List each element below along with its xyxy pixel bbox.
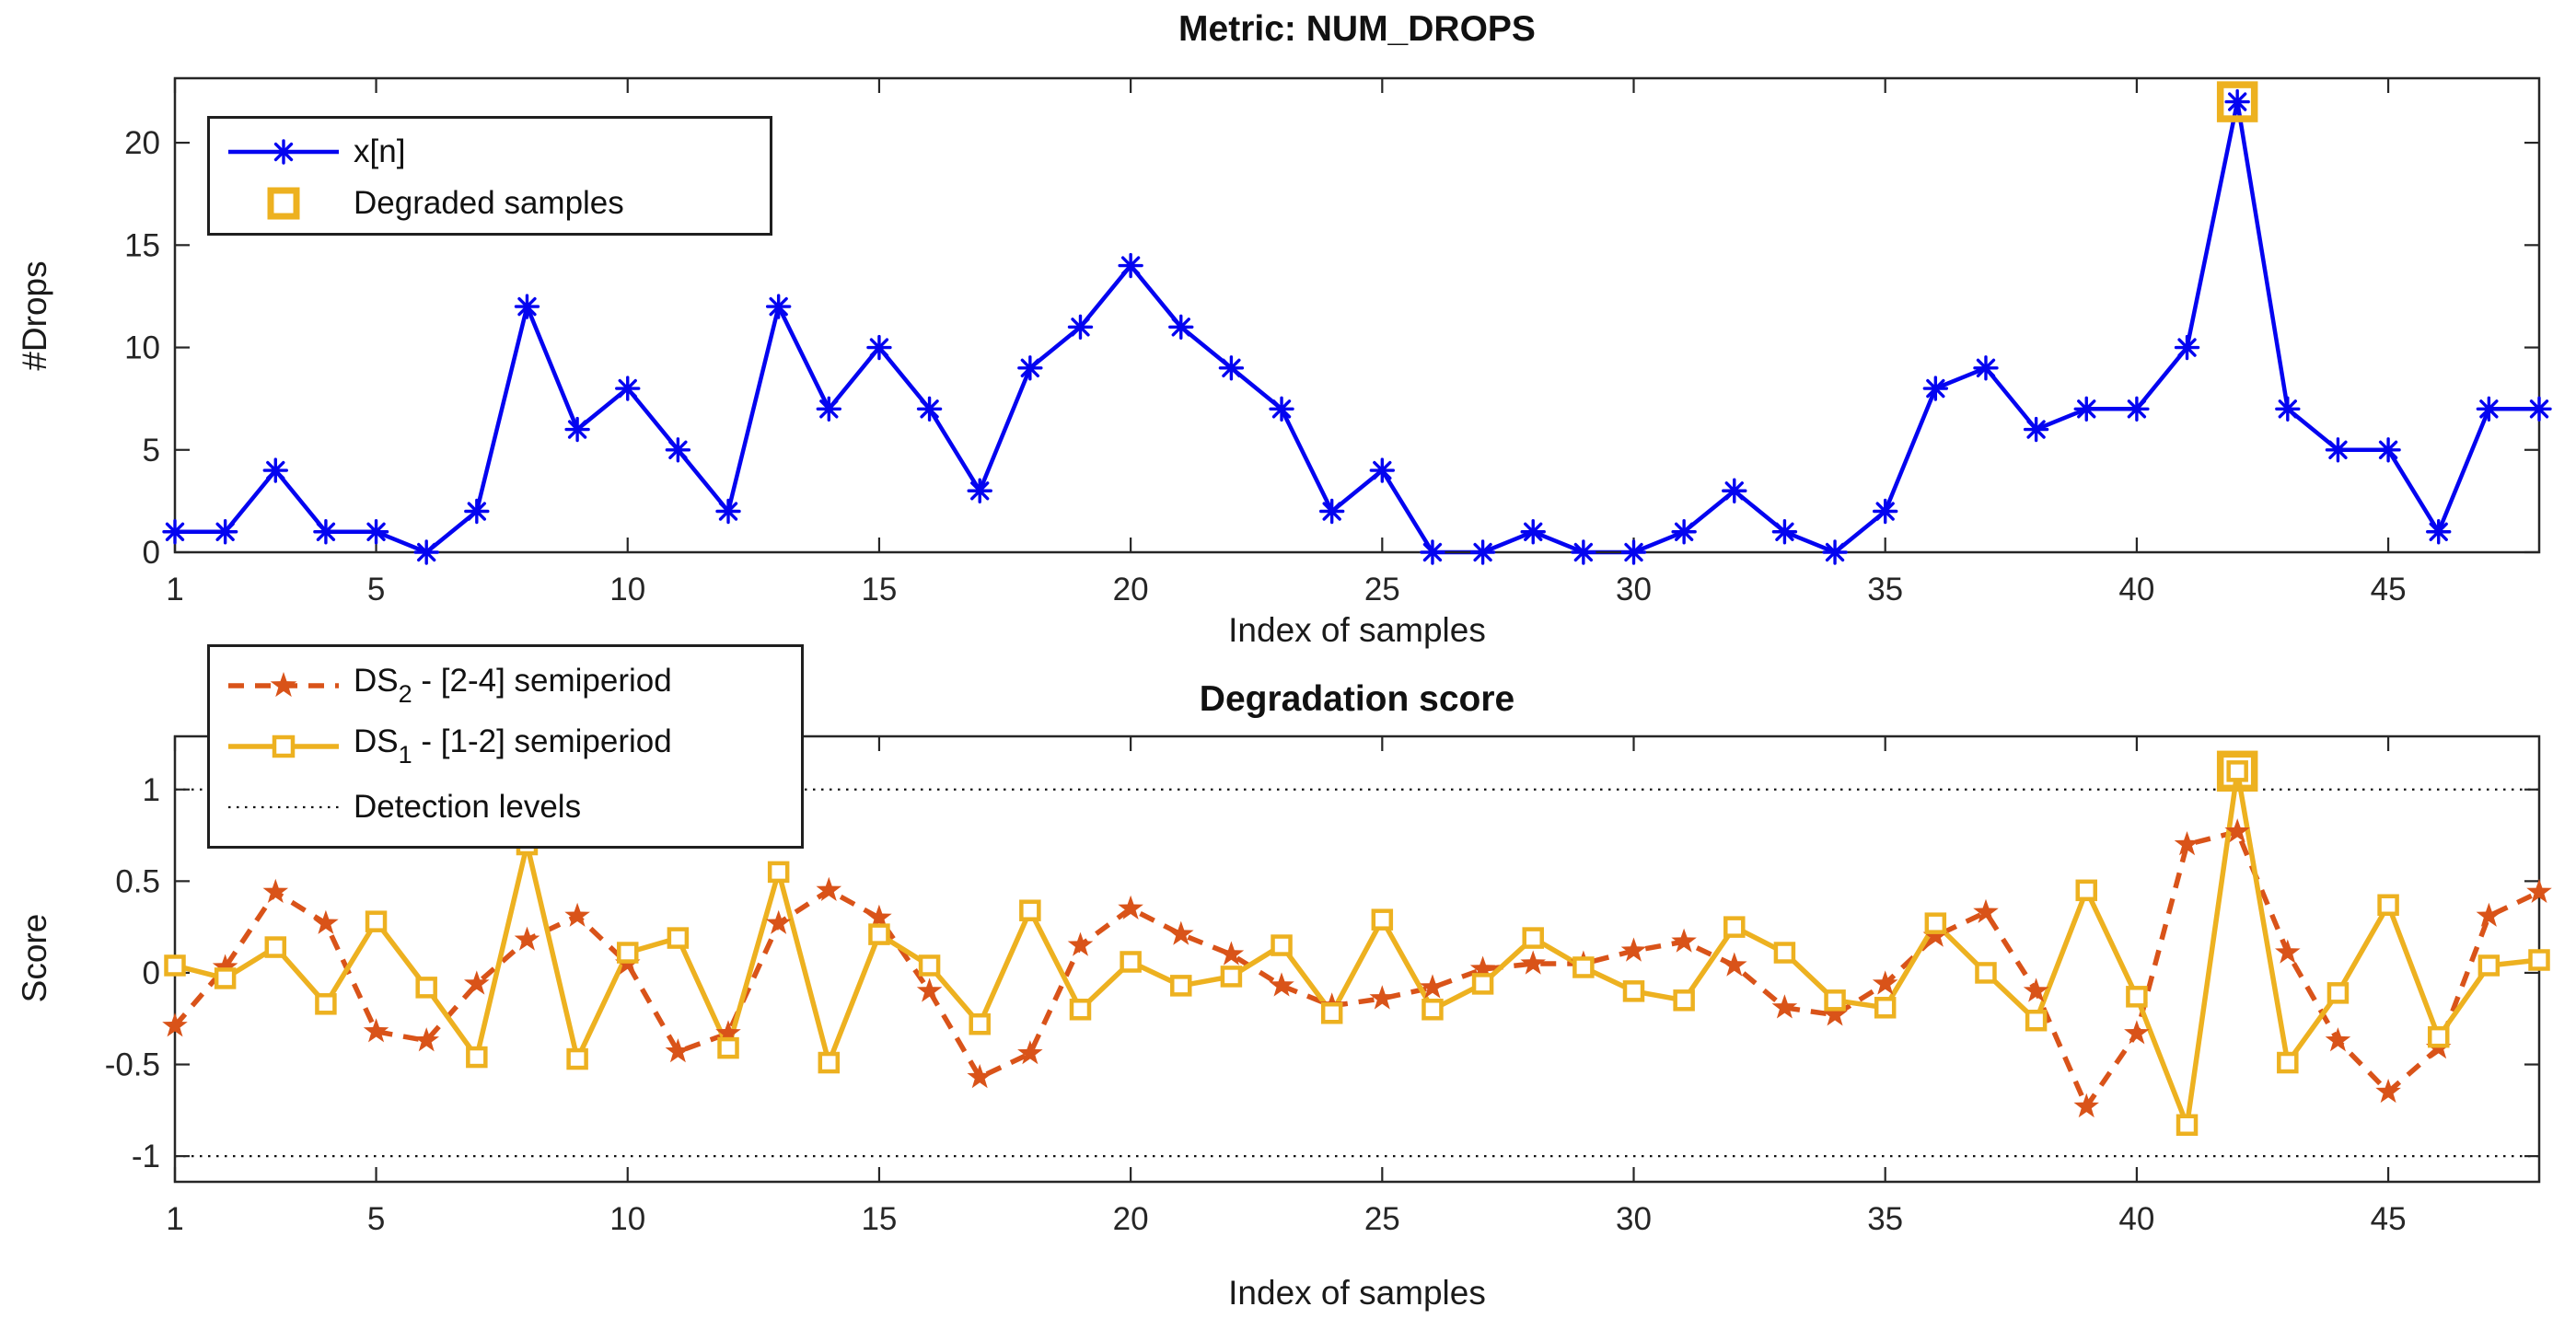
- svg-text:1: 1: [166, 1201, 183, 1237]
- top-y-axis-label: #Drops: [16, 260, 53, 371]
- svg-text:20: 20: [1113, 1201, 1149, 1237]
- svg-text:40: 40: [2118, 572, 2154, 607]
- svg-text:45: 45: [2371, 572, 2407, 607]
- svg-text:40: 40: [2118, 1201, 2154, 1237]
- top-chart-title: Metric: NUM_DROPS: [1178, 9, 1536, 49]
- bottom-y-axis-label: Score: [16, 913, 53, 1003]
- svg-text:15: 15: [861, 572, 897, 607]
- svg-text:20: 20: [1113, 572, 1149, 607]
- svg-text:25: 25: [1364, 572, 1400, 607]
- svg-text:45: 45: [2371, 1201, 2407, 1237]
- svg-text:-0.5: -0.5: [105, 1047, 160, 1083]
- svg-text:5: 5: [367, 1201, 385, 1237]
- svg-text:-1: -1: [132, 1139, 160, 1174]
- svg-text:20: 20: [124, 125, 160, 161]
- svg-text:15: 15: [861, 1201, 897, 1237]
- svg-text:1: 1: [143, 772, 160, 808]
- svg-text:0: 0: [143, 535, 160, 571]
- legend-item-ds2: DS2 - [2-4] semiperiod: [223, 656, 788, 715]
- svg-text:5: 5: [367, 572, 385, 607]
- bottom-x-axis-label: Index of samples: [1228, 1274, 1486, 1312]
- legend-label-ds1: DS1 - [1-2] semiperiod: [354, 723, 672, 769]
- legend-item-xn: x[n]: [223, 126, 757, 178]
- svg-text:30: 30: [1616, 572, 1652, 607]
- svg-text:10: 10: [124, 330, 160, 366]
- svg-text:15: 15: [124, 227, 160, 263]
- svg-text:30: 30: [1616, 1201, 1652, 1237]
- svg-text:0.5: 0.5: [115, 863, 160, 899]
- legend-item-ds1: DS1 - [1-2] semiperiod: [223, 717, 788, 776]
- svg-text:35: 35: [1867, 572, 1903, 607]
- svg-text:10: 10: [609, 572, 645, 607]
- svg-text:1: 1: [166, 572, 183, 607]
- degraded-square-swatch: [223, 178, 344, 229]
- svg-text:25: 25: [1364, 1201, 1400, 1237]
- top-x-axis-label: Index of samples: [1228, 611, 1486, 649]
- legend-bottom: DS2 - [2-4] semiperiod DS1 - [1-2] semip…: [207, 644, 804, 849]
- legend-item-degraded: Degraded samples: [223, 178, 757, 229]
- legend-item-detection: Detection levels: [223, 778, 788, 837]
- svg-text:0: 0: [143, 955, 160, 991]
- detection-dotted-line-swatch: [223, 781, 344, 833]
- legend-label-ds2: DS2 - [2-4] semiperiod: [354, 663, 672, 708]
- legend-label-xn: x[n]: [354, 133, 406, 169]
- legend-label-detection: Detection levels: [354, 789, 582, 825]
- ds2-dashed-star-swatch: [223, 660, 344, 711]
- svg-text:5: 5: [143, 433, 160, 468]
- ds1-solid-square-swatch: [223, 721, 344, 772]
- bottom-chart-title: Degradation score: [1199, 679, 1515, 719]
- svg-text:35: 35: [1867, 1201, 1903, 1237]
- xn-line-asterisk-swatch: [223, 126, 344, 178]
- legend-label-degraded: Degraded samples: [354, 185, 624, 221]
- legend-top: x[n] Degraded samples: [207, 116, 772, 236]
- svg-text:10: 10: [609, 1201, 645, 1237]
